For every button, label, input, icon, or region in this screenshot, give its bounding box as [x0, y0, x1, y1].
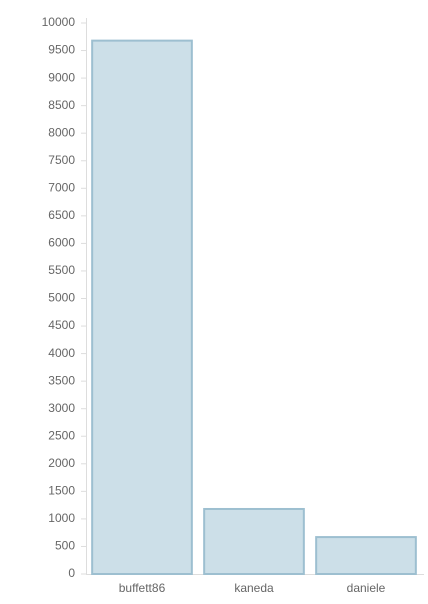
y-tick-label: 8500	[48, 98, 75, 112]
y-tick-label: 5500	[48, 263, 75, 277]
y-tick-label: 6500	[48, 208, 75, 222]
y-tick-label: 4500	[48, 318, 75, 332]
y-tick-label: 500	[55, 539, 75, 553]
y-tick-label: 1000	[48, 511, 75, 525]
y-tick-label: 4000	[48, 346, 75, 360]
y-tick-label: 5000	[48, 291, 75, 305]
y-tick-label: 0	[68, 566, 75, 580]
y-tick-label: 1500	[48, 484, 75, 498]
y-tick-label: 9500	[48, 43, 75, 57]
bar	[315, 536, 417, 576]
y-tick-label: 10000	[42, 15, 76, 29]
y-tick-label: 2000	[48, 456, 75, 470]
bar	[203, 507, 305, 575]
y-tick-label: 7000	[48, 180, 75, 194]
y-tick-label: 3500	[48, 373, 75, 387]
y-tick-label: 7500	[48, 153, 75, 167]
y-tick-label: 3000	[48, 401, 75, 415]
y-tick-label: 6000	[48, 236, 75, 250]
y-tick-label: 8000	[48, 125, 75, 139]
y-tick-label: 2500	[48, 428, 75, 442]
bar	[91, 39, 193, 575]
x-tick-label: kaneda	[234, 581, 274, 595]
y-tick-label: 9000	[48, 70, 75, 84]
x-tick-label: daniele	[347, 581, 386, 595]
x-tick-label: buffett86	[119, 581, 166, 595]
